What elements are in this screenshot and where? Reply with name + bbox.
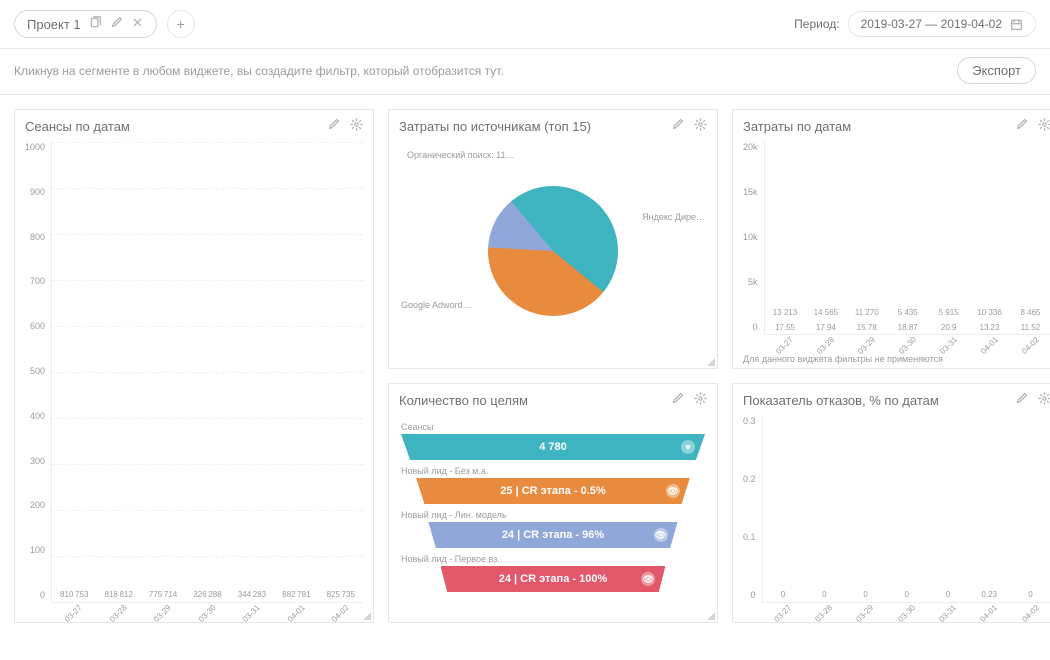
period-picker: Период: 2019-03-27 — 2019-04-02 [794, 11, 1036, 37]
widget-goals-funnel: Количество по целям Сеансы4 780▾ Новый ли… [388, 383, 718, 623]
edit-icon[interactable] [1015, 392, 1028, 408]
funnel-row[interactable]: Новый лид - Первое вз.24 | CR этапа - 10… [401, 554, 705, 592]
period-range-text: 2019-03-27 — 2019-04-02 [861, 17, 1002, 31]
pie-label-yandex: Яндекс Дире… [642, 212, 705, 222]
pie-chart[interactable]: Органический поиск: 11… Яндекс Дире… Goo… [399, 142, 707, 360]
widget-spend-by-sources: Затраты по источникам (топ 15) Органичес… [388, 109, 718, 369]
widget-spend-by-dates: Затраты по датам 20k15k10k5k0 13 21317.5… [732, 109, 1050, 369]
widget-title: Сеансы по датам [25, 119, 130, 134]
widget-title: Затраты по источникам (топ 15) [399, 119, 591, 134]
resize-handle[interactable] [707, 612, 715, 620]
edit-icon[interactable] [671, 392, 684, 408]
chart-area[interactable]: 8107538188127757143262883442838827818257… [51, 142, 363, 603]
gear-icon[interactable] [1038, 118, 1050, 134]
funnel-row[interactable]: Новый лид - Без м.а.25 | CR этапа - 0.5%… [401, 466, 705, 504]
export-button[interactable]: Экспорт [957, 57, 1036, 84]
widget-title: Затраты по датам [743, 119, 851, 134]
calendar-icon [1010, 18, 1023, 31]
resize-handle[interactable] [707, 358, 715, 366]
chart-area[interactable]: 000000.230 [762, 416, 1050, 603]
add-project-button[interactable]: + [167, 10, 195, 38]
gear-icon[interactable] [1038, 392, 1050, 408]
project-tab-label: Проект 1 [27, 17, 81, 32]
period-range-button[interactable]: 2019-03-27 — 2019-04-02 [848, 11, 1036, 37]
funnel-row[interactable]: Новый лид - Лин. модель24 | CR этапа - 9… [401, 510, 705, 548]
xaxis: 03-2703-2803-2903-3003-3104-0104-02 [762, 603, 1050, 614]
widget-footnote: Для данного виджета фильтры не применяют… [733, 354, 1050, 368]
widget-title: Показатель отказов, % по датам [743, 393, 939, 408]
edit-icon[interactable] [1015, 118, 1028, 134]
export-button-label: Экспорт [972, 63, 1021, 78]
funnel-chart[interactable]: Сеансы4 780▾ Новый лид - Без м.а.25 | CR … [399, 416, 707, 598]
tabs-bar: Проект 1 + Период: 2019-03-27 — 2019-04-… [0, 0, 1050, 49]
widget-bounce-rate: Показатель отказов, % по датам 0.30.20.1… [732, 383, 1050, 623]
pie-label-organic: Органический поиск: 11… [407, 150, 514, 160]
resize-handle[interactable] [363, 612, 371, 620]
chart-area[interactable]: 13 21317.5514 56517.9411 27015.785 43518… [764, 142, 1050, 335]
xaxis: 03-2703-2803-2903-3003-3104-0104-02 [764, 335, 1050, 346]
widgets-grid: Сеансы по датам 100090080070060050040030… [0, 95, 1050, 637]
yaxis: 20k15k10k5k0 [743, 142, 758, 346]
yaxis: 0.30.20.10 [743, 416, 756, 614]
filter-hint-text: Кликнув на сегменте в любом виджете, вы … [14, 64, 504, 78]
project-tab[interactable]: Проект 1 [14, 10, 157, 38]
period-label: Период: [794, 17, 839, 31]
gear-icon[interactable] [350, 118, 363, 134]
widget-sessions-by-dates: Сеансы по датам 100090080070060050040030… [14, 109, 374, 623]
gear-icon[interactable] [694, 118, 707, 134]
edit-icon[interactable] [110, 16, 123, 32]
yaxis: 10009008007006005004003002001000 [25, 142, 45, 614]
xaxis: 03-2703-2803-2903-3003-3104-0104-02 [51, 603, 363, 614]
close-icon[interactable] [131, 16, 144, 32]
edit-icon[interactable] [671, 118, 684, 134]
hint-bar: Кликнув на сегменте в любом виджете, вы … [0, 49, 1050, 95]
funnel-row[interactable]: Сеансы4 780▾ [401, 422, 705, 460]
copy-icon[interactable] [89, 16, 102, 32]
edit-icon[interactable] [327, 118, 340, 134]
pie-label-google: Google Adword… [401, 300, 472, 310]
gear-icon[interactable] [694, 392, 707, 408]
widget-title: Количество по целям [399, 393, 528, 408]
